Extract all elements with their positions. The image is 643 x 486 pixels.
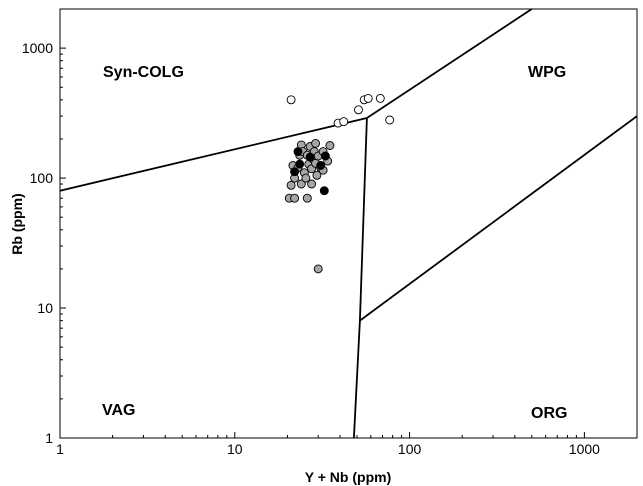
- x-tick-label: 1: [56, 441, 64, 457]
- y-tick-label: 1000: [22, 40, 53, 56]
- data-point-series-2: [312, 170, 322, 180]
- region-label-vag: VAG: [102, 402, 135, 419]
- data-point-series-2: [311, 138, 321, 148]
- data-point-series-3: [320, 151, 330, 161]
- data-point-series-2: [286, 180, 296, 190]
- x-tick-label: 1000: [569, 441, 600, 457]
- data-points: [284, 93, 395, 274]
- y-tick-label: 100: [30, 170, 54, 186]
- region-label-org: ORG: [531, 405, 567, 422]
- data-point-series-3: [319, 186, 329, 196]
- data-point-series-2: [296, 179, 306, 189]
- y-axis-title: Rb (ppm): [9, 193, 25, 254]
- axes: 1 10 100 1000 1 10 100 1000: [22, 8, 638, 457]
- y-tick-label: 10: [37, 300, 53, 316]
- boundary-vag-wpg-orig: [353, 117, 368, 439]
- data-point-series-3: [290, 167, 300, 177]
- data-point-series-1: [385, 115, 395, 125]
- boundary-wpg-org: [359, 115, 638, 322]
- data-point-series-3: [316, 161, 326, 170]
- x-tick-label: 100: [398, 441, 422, 457]
- data-point-series-2: [302, 193, 312, 203]
- data-point-series-2: [313, 264, 323, 274]
- data-point-series-3: [305, 152, 315, 162]
- boundary-syncolg-wpg: [366, 8, 533, 119]
- data-point-series-2: [301, 173, 311, 183]
- region-label-wpg: WPG: [528, 64, 566, 81]
- data-point-series-1: [339, 117, 349, 127]
- data-point-series-2: [290, 193, 300, 203]
- plot-frame: [59, 8, 638, 439]
- data-point-series-2: [307, 179, 317, 189]
- data-point-series-1: [375, 93, 385, 103]
- y-tick-label: 1: [45, 430, 53, 446]
- x-axis-title: Y + Nb (ppm): [305, 469, 391, 485]
- data-point-series-2: [325, 141, 335, 150]
- data-point-series-1: [363, 93, 373, 103]
- boundary-syncolg-vag: [59, 117, 368, 192]
- region-label-syn-colg: Syn-COLG: [103, 64, 184, 81]
- x-tick-label: 10: [227, 441, 243, 457]
- data-point-series-3: [295, 159, 305, 169]
- data-point-series-1: [286, 95, 296, 105]
- boundary-lines: [59, 8, 638, 439]
- data-point-series-1: [354, 105, 363, 115]
- data-point-series-3: [293, 147, 303, 157]
